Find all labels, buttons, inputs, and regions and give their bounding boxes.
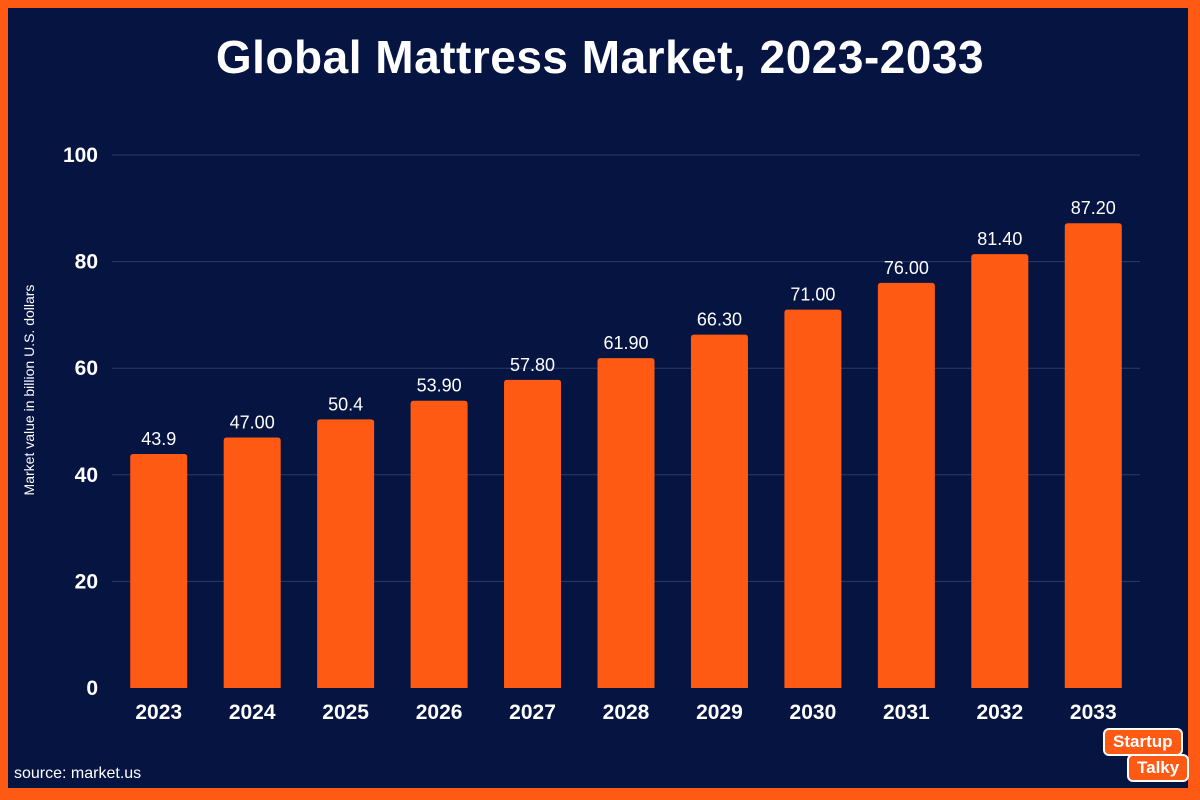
x-tick-label: 2023 [135,701,182,724]
x-tick-label: 2032 [976,701,1023,724]
y-tick-label: 100 [63,144,98,167]
logo-text-startup: Startup [1103,728,1183,756]
x-tick-label: 2028 [603,701,650,724]
startuptalky-logo: Startup Talky [1103,728,1190,790]
data-label: 47.00 [230,412,275,432]
x-tick-label: 2027 [509,701,556,724]
y-tick-label: 80 [75,251,98,274]
bar [130,454,188,688]
x-tick-label: 2033 [1070,701,1117,724]
data-label: 76.00 [884,258,929,278]
x-tick-label: 2030 [790,701,837,724]
y-axis-label: Market value in billion U.S. dollars [21,284,37,496]
bar [317,419,375,688]
bar [223,437,281,688]
x-tick-label: 2029 [696,701,743,724]
data-label: 81.40 [977,229,1022,249]
data-label: 43.9 [141,429,176,449]
y-tick-label: 40 [75,464,98,487]
x-tick-label: 2031 [883,701,930,724]
bar [877,282,935,688]
logo-text-talky: Talky [1127,754,1190,782]
data-label: 57.80 [510,355,555,375]
source-note: source: market.us [14,765,142,782]
bar [504,379,562,688]
x-tick-label: 2026 [416,701,463,724]
bar [971,254,1029,688]
bar [597,358,655,688]
x-tick-label: 2025 [322,701,369,724]
data-label: 61.90 [603,333,648,353]
y-tick-label: 0 [86,677,98,700]
data-label: 50.4 [328,394,363,414]
y-tick-label: 20 [75,570,98,593]
chart-title: Global Mattress Market, 2023-2033 [215,31,985,83]
data-label: 71.00 [790,285,835,305]
y-tick-label: 60 [75,357,98,380]
data-label: 87.20 [1071,198,1116,218]
bar [690,334,748,688]
data-label: 53.90 [417,376,462,396]
bar [784,309,842,688]
bar [410,400,468,688]
bar [1064,223,1122,688]
data-label: 66.30 [697,310,742,330]
x-tick-label: 2024 [229,701,276,724]
